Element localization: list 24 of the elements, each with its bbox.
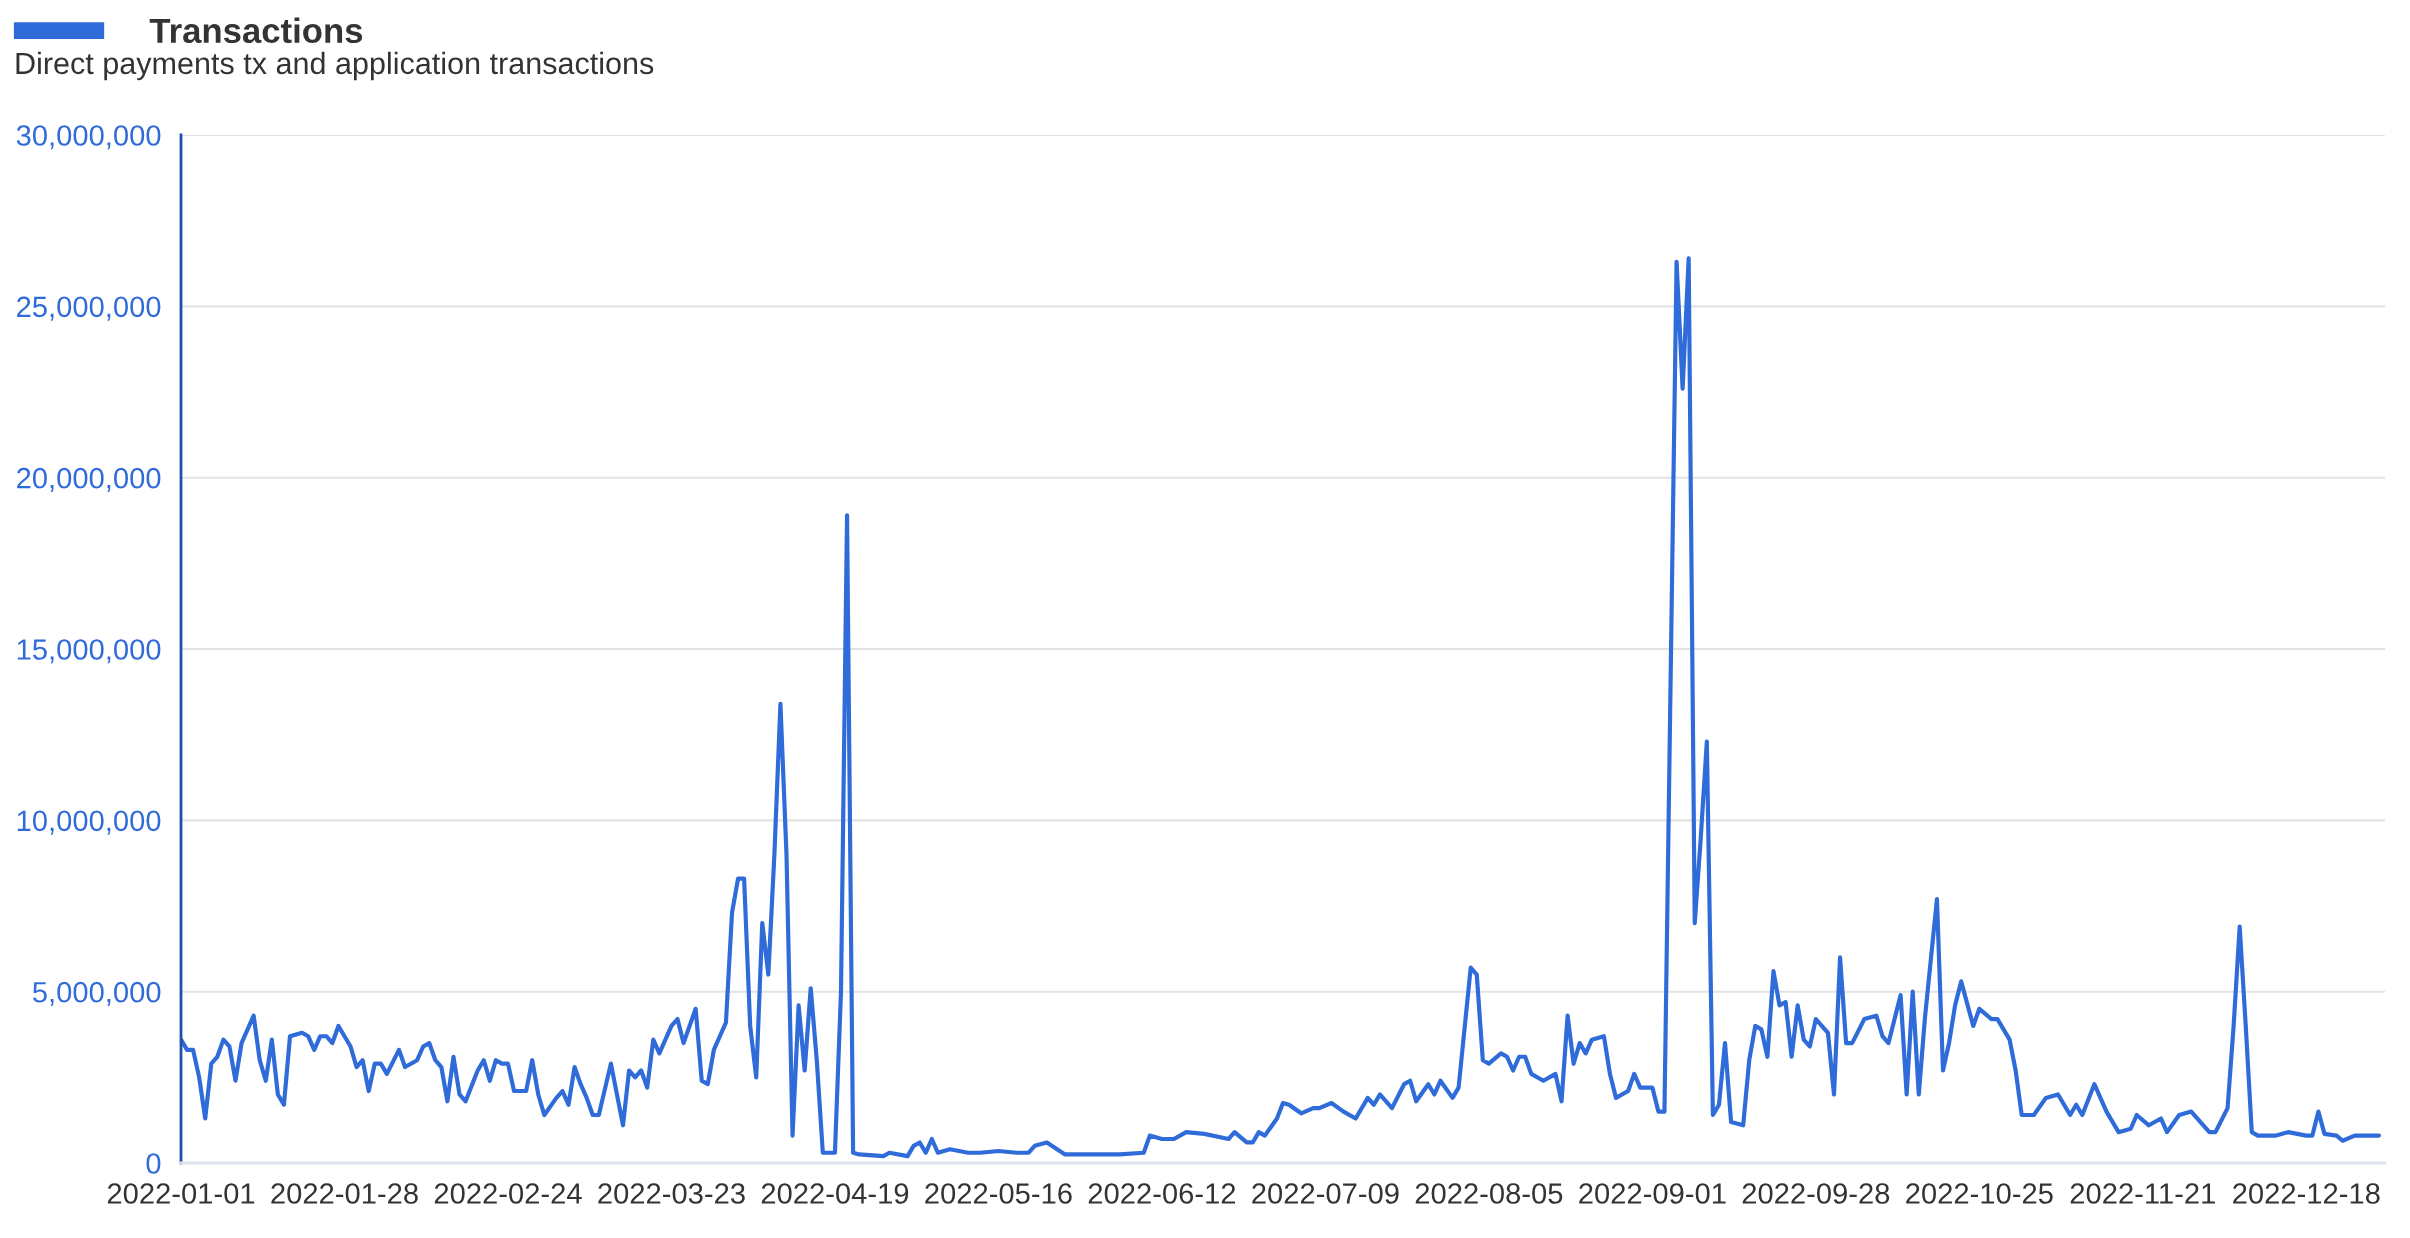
x-tick-label: 2022-01-01 xyxy=(107,1183,255,1204)
y-tick-label: 20,000,000 xyxy=(17,467,161,492)
x-tick-label: 2022-11-21 xyxy=(2070,1183,2215,1204)
x-tick-label: 2022-05-16 xyxy=(925,1183,1072,1204)
x-tick-label: 2022-07-09 xyxy=(1252,1183,1399,1204)
legend-label: Transactions xyxy=(149,17,363,44)
x-tick-label: 2022-09-28 xyxy=(1742,1183,1890,1204)
x-tick-label: 2022-04-19 xyxy=(761,1183,909,1204)
x-tick-label: 2022-09-01 xyxy=(1579,1183,1726,1204)
y-tick-label: 5,000,000 xyxy=(32,981,161,1006)
line-series xyxy=(181,256,2382,1159)
y-tick-label: 15,000,000 xyxy=(17,639,161,664)
x-tick-label: 2022-12-18 xyxy=(2233,1183,2380,1204)
y-tick-label: 25,000,000 xyxy=(17,296,161,321)
x-tick-label: 2022-03-23 xyxy=(598,1183,745,1204)
x-tick-label: 2022-06-12 xyxy=(1088,1183,1236,1204)
y-tick-label: 0 xyxy=(146,1153,161,1174)
x-tick-label: 2022-02-24 xyxy=(434,1183,582,1204)
x-tick-label: 2022-01-28 xyxy=(271,1183,418,1204)
chart-subtitle: Direct payments tx and application transactions xyxy=(16,51,654,81)
y-tick-label: 10,000,000 xyxy=(17,810,161,835)
x-tick-label: 2022-08-05 xyxy=(1415,1183,1563,1204)
x-tick-label: 2022-10-25 xyxy=(1906,1183,2053,1204)
y-tick-label: 30,000,000 xyxy=(16,125,161,150)
